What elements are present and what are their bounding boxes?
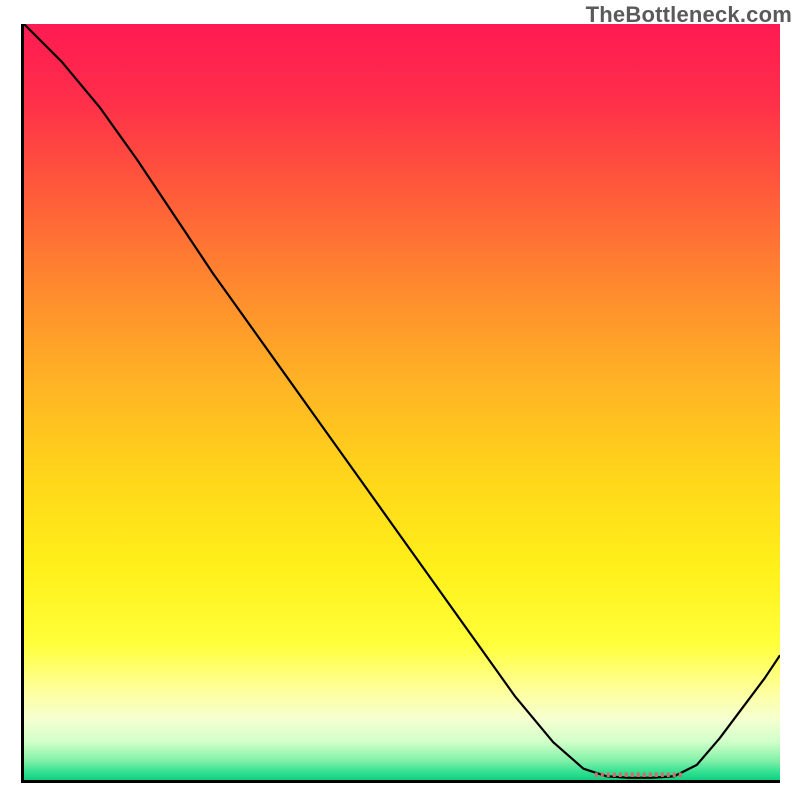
x-axis-line [21,780,780,783]
y-axis-line [21,24,24,780]
plot-area [24,24,780,780]
chart-container: TheBottleneck.com [0,0,800,800]
plot-svg [24,24,780,780]
gradient-background [24,24,780,780]
